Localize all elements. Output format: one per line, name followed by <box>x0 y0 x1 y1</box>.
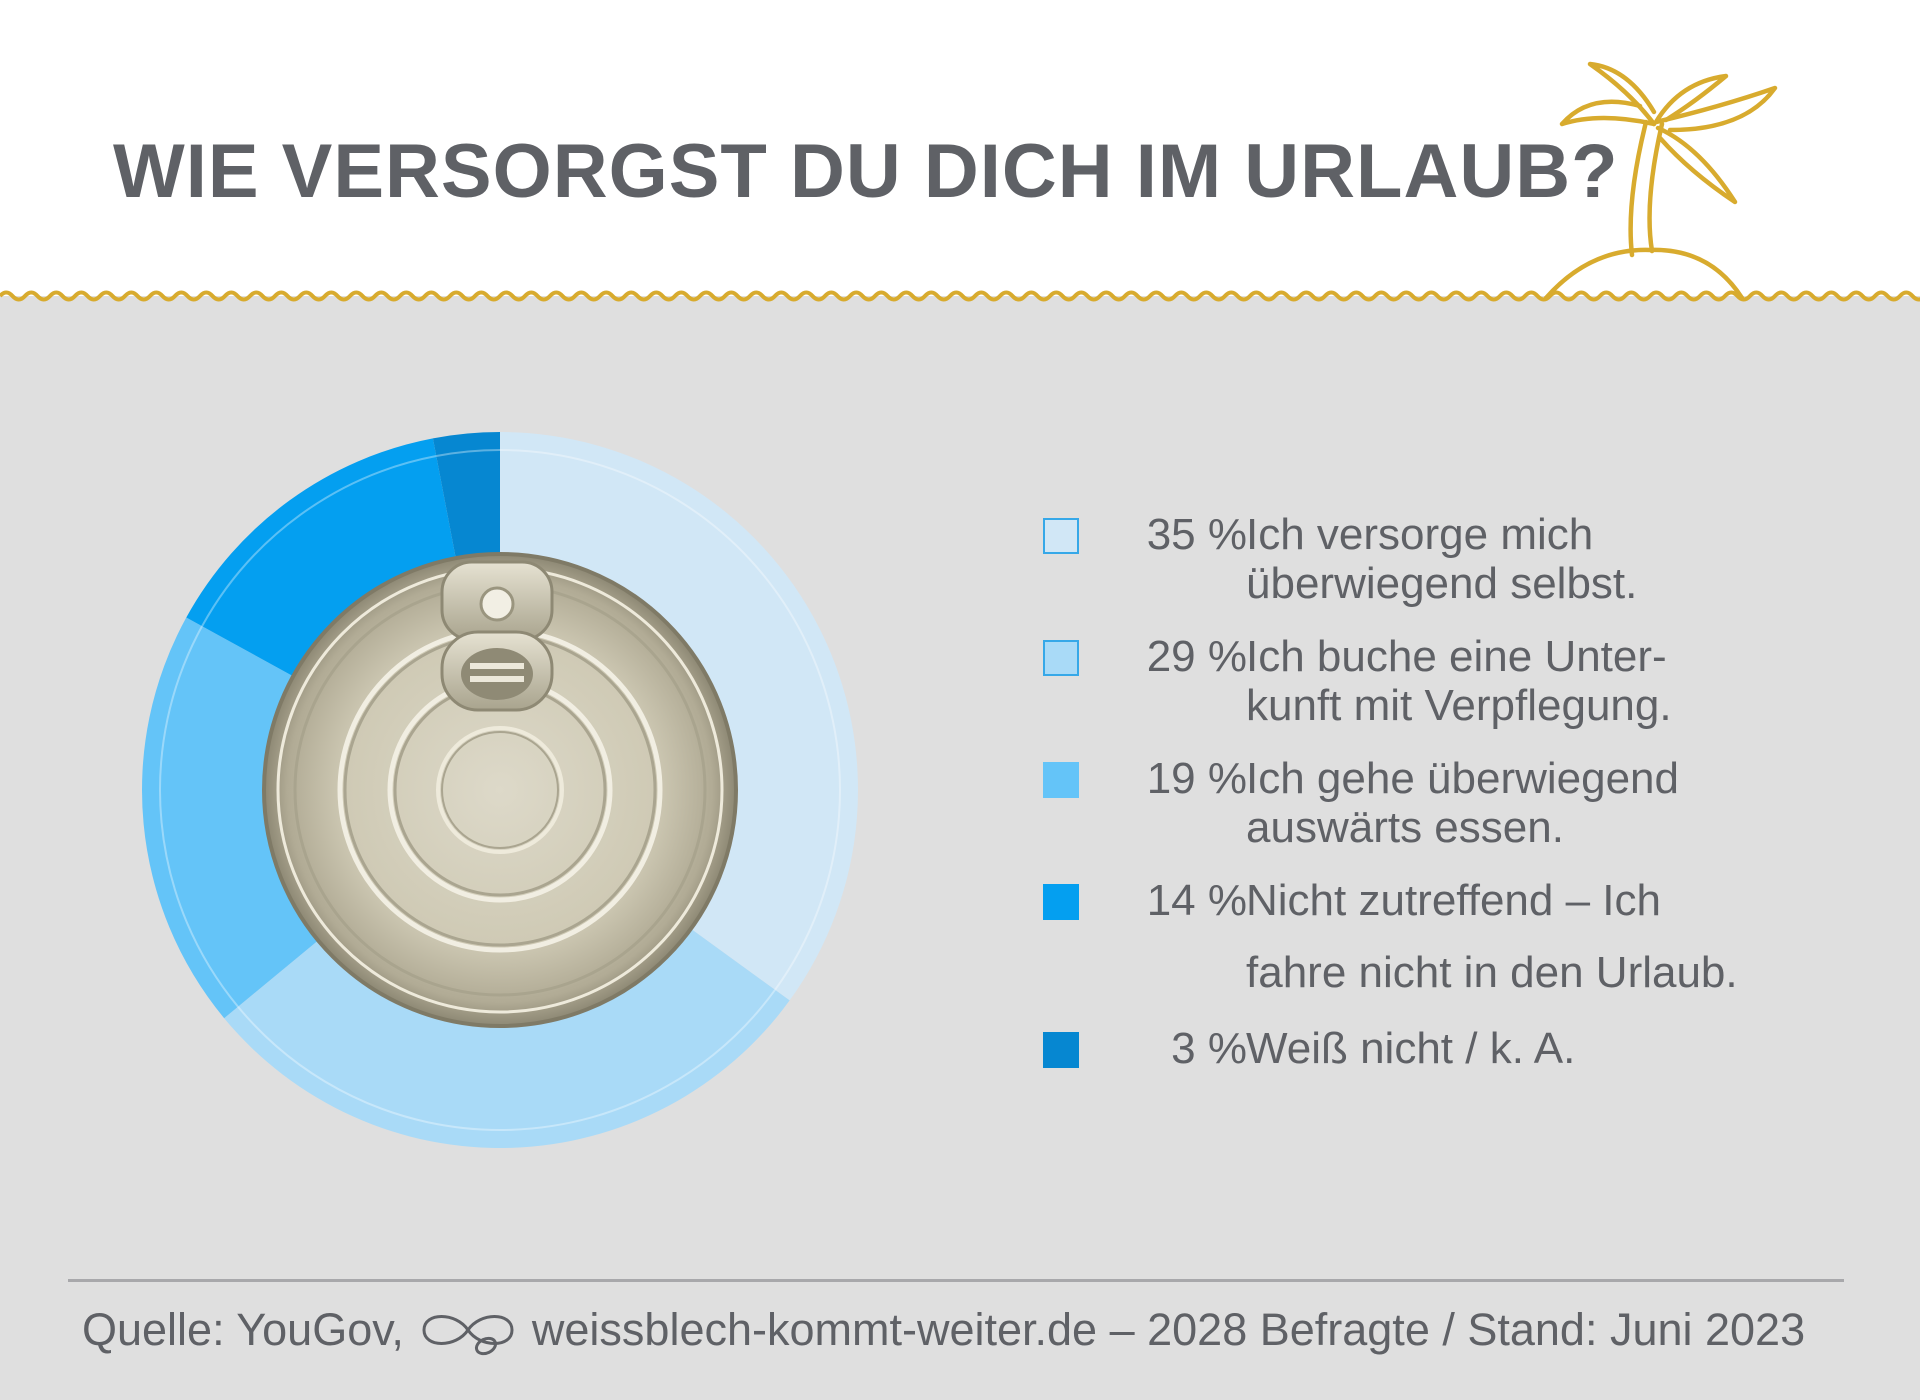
legend-percentage: 29 % <box>1146 632 1247 681</box>
palm-island-icon <box>1543 61 1778 301</box>
legend-label: überwiegend selbst. <box>1246 559 1638 608</box>
donut-slice-rim-2 <box>237 989 776 1131</box>
legend-label: Ich buche eine Unter- <box>1246 632 1667 681</box>
page-title: WIE VERSORGST DU DICH IM URLAUB? <box>113 129 1619 214</box>
legend-percentage: 35 % <box>1146 510 1247 559</box>
legend-percentage: 19 % <box>1146 754 1247 803</box>
tin-can-lid-icon <box>262 552 738 1028</box>
infinity-tin-logo-icon <box>422 1315 514 1356</box>
legend-label: fahre nicht in den Urlaub. <box>1246 948 1738 997</box>
legend-label: Weiß nicht / k. A. <box>1246 1024 1576 1073</box>
donut-slice-rim-4 <box>201 455 437 627</box>
footer-divider <box>68 1279 1844 1282</box>
donut-slice-rim-5 <box>436 449 501 458</box>
legend-label: Ich gehe überwiegend <box>1246 754 1679 803</box>
legend-percentage: 14 % <box>1146 876 1247 925</box>
donut-slice-4 <box>186 438 459 685</box>
header-background <box>0 0 1920 296</box>
legend-label: kunft mit Verpflegung. <box>1246 681 1672 730</box>
legend-label: Ich versorge mich <box>1246 510 1594 559</box>
source-footer: Quelle: YouGov, weissblech-kommt-weiter.… <box>82 1302 1805 1358</box>
donut-slice-rim-3 <box>159 625 239 1008</box>
legend-swatch <box>1043 640 1079 676</box>
legend-swatch <box>1043 518 1079 554</box>
legend-label: Nicht zutreffend – Ich <box>1246 876 1661 925</box>
wavy-divider <box>0 290 1920 302</box>
legend-percentage: 3 % <box>1171 1024 1247 1073</box>
legend-label: auswärts essen. <box>1246 803 1564 852</box>
donut-chart <box>141 432 858 1148</box>
legend-swatch <box>1043 884 1079 920</box>
donut-slice-5 <box>432 432 500 574</box>
legend-swatch <box>1043 762 1079 798</box>
source-prefix: Quelle: YouGov, <box>82 1304 404 1355</box>
donut-slice-rim-1 <box>499 449 841 991</box>
legend-swatch <box>1043 1032 1079 1068</box>
source-suffix: weissblech-kommt-weiter.de – 2028 Befrag… <box>531 1304 1806 1355</box>
